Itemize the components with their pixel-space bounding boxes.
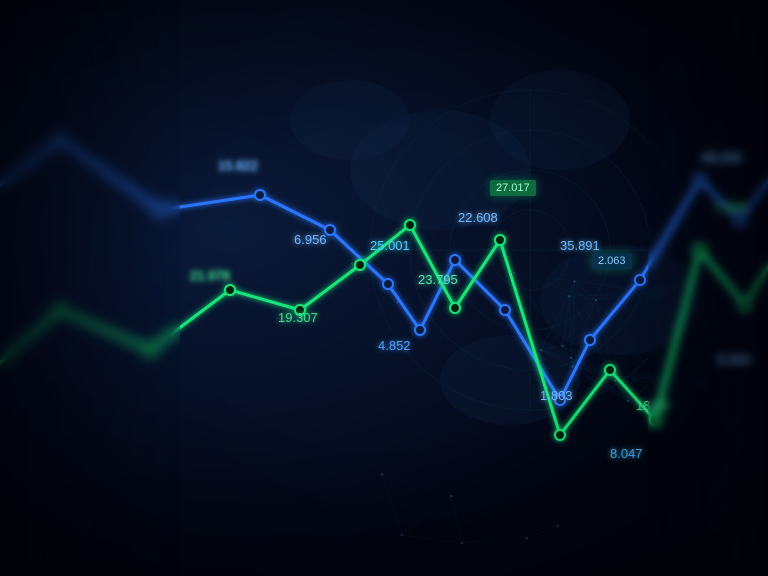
data-point-label: 1.803 [540,388,573,403]
data-point-label: 23.795 [418,272,458,287]
data-point-label: 4.852 [378,338,411,353]
data-point-label: 21.978 [190,268,230,283]
data-point-badge: 2.063 [592,253,632,269]
data-point-label: 35.891 [560,238,600,253]
data-point-label: 15.822 [218,158,258,173]
data-point-label: 19.307 [278,310,318,325]
data-point-label: 8.047 [610,446,643,461]
data-point-label: 43.268 [702,150,742,165]
data-point-label: 22.608 [458,210,498,225]
chart-stage: 15.822 6.956 25.001 22.608 23.795 4.852 21.978… [0,0,768,576]
data-point-label: 18.63 [636,398,669,413]
data-point-label: 5.004 [718,352,751,367]
chart-lines [0,0,768,576]
data-point-label: 25.001 [370,238,410,253]
data-point-label: 7.958 [714,200,747,215]
data-point-badge: 27.017 [490,180,536,196]
data-point-label: 6.956 [294,232,327,247]
series-blue-line [0,135,768,405]
